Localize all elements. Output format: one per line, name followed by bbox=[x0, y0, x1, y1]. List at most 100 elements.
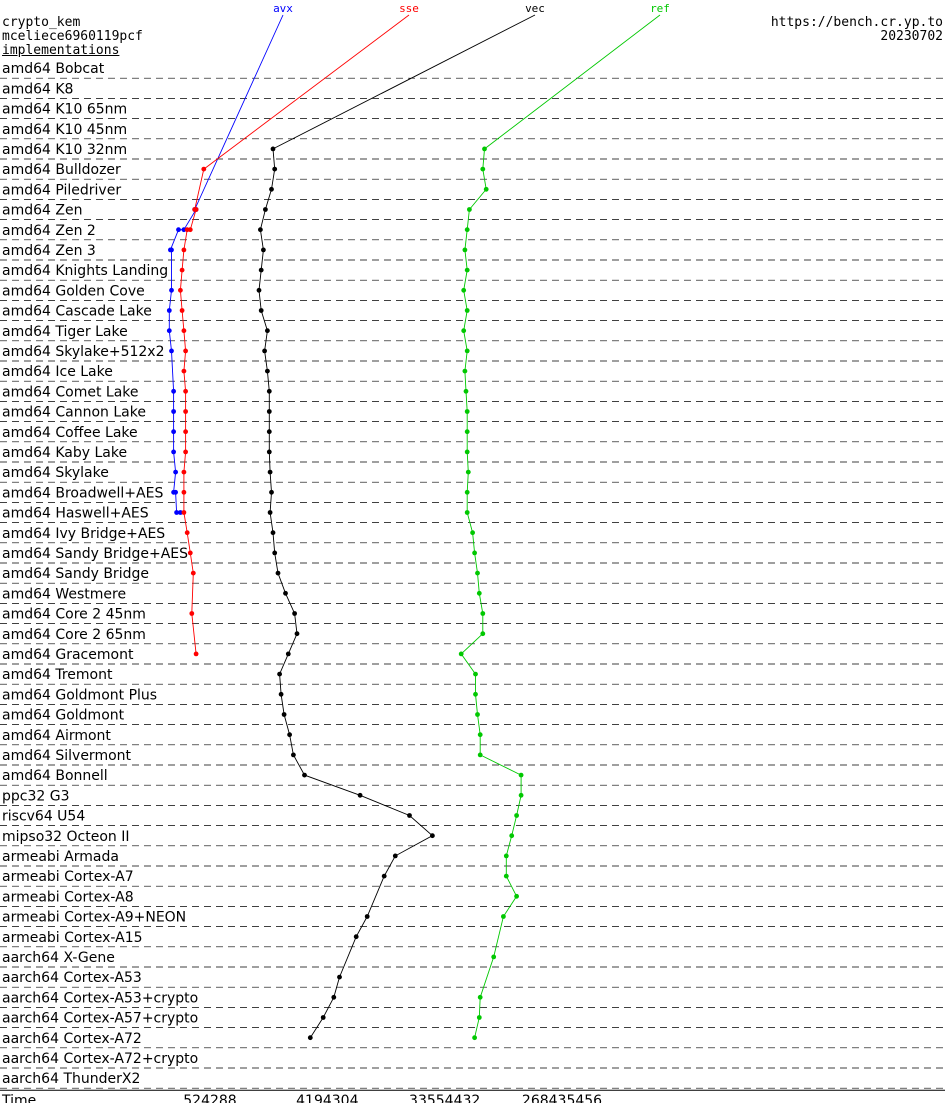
data-point-ref bbox=[514, 813, 519, 818]
implementation-name: mceliece6960119pcf bbox=[2, 29, 143, 44]
machine-label: amd64 K10 45nm bbox=[2, 122, 127, 138]
machine-label: amd64 Comet Lake bbox=[2, 384, 139, 400]
data-point-sse bbox=[181, 469, 187, 475]
data-point-ref bbox=[482, 146, 487, 152]
data-point-ref bbox=[503, 853, 509, 859]
machine-label: amd64 K10 32nm bbox=[2, 142, 127, 158]
data-point-ref bbox=[473, 691, 478, 697]
machine-label: amd64 Haswell+AES bbox=[2, 506, 149, 522]
data-point-vec bbox=[283, 590, 288, 596]
data-point-vec bbox=[267, 510, 273, 515]
data-point-vec bbox=[278, 691, 284, 697]
data-point-ref bbox=[464, 510, 470, 515]
machine-label: aarch64 ThunderX2 bbox=[2, 1071, 140, 1087]
machine-label: amd64 Cascade Lake bbox=[2, 304, 152, 320]
series-guide-sse bbox=[203, 14, 410, 170]
data-point-avx bbox=[171, 429, 177, 435]
data-point-avx bbox=[171, 388, 177, 394]
data-point-vec bbox=[281, 712, 287, 717]
machine-label: armeabi Cortex-A15 bbox=[2, 930, 143, 946]
data-point-vec bbox=[337, 974, 342, 980]
machine-label: amd64 Airmont bbox=[2, 728, 111, 744]
data-point-vec bbox=[258, 227, 263, 233]
data-point-sse bbox=[183, 348, 189, 354]
date-label: 20230702 bbox=[880, 29, 943, 44]
machine-label: armeabi Cortex-A9+NEON bbox=[2, 910, 186, 926]
data-point-vec bbox=[381, 873, 387, 879]
machine-label: mipso32 Octeon II bbox=[2, 829, 130, 845]
data-point-ref bbox=[483, 186, 489, 192]
data-point-vec bbox=[266, 429, 272, 435]
data-point-vec bbox=[266, 409, 272, 414]
data-point-ref bbox=[473, 671, 478, 677]
data-point-vec bbox=[262, 348, 267, 354]
data-point-vec bbox=[285, 651, 291, 657]
data-point-ref bbox=[509, 833, 515, 839]
data-point-sse bbox=[189, 611, 195, 616]
data-point-sse bbox=[183, 429, 189, 435]
data-point-ref bbox=[501, 914, 506, 919]
data-point-avx bbox=[178, 510, 183, 515]
data-point-vec bbox=[430, 833, 435, 839]
data-point-sse bbox=[181, 489, 187, 495]
machine-label: amd64 Bonnell bbox=[2, 768, 108, 784]
series-line-ref bbox=[460, 148, 522, 1038]
data-point-vec bbox=[291, 752, 296, 758]
machine-label: amd64 Ivy Bridge+AES bbox=[2, 526, 165, 542]
series-label-ref: ref bbox=[650, 2, 670, 15]
data-point-vec bbox=[392, 853, 398, 859]
data-point-vec bbox=[275, 570, 281, 576]
machine-label: amd64 Sandy Bridge+AES bbox=[2, 546, 188, 562]
machine-label: amd64 Knights Landing bbox=[2, 263, 168, 279]
x-tick-label: 268435456 bbox=[522, 1093, 602, 1103]
data-point-vec bbox=[320, 1015, 326, 1020]
machine-label: amd64 K10 65nm bbox=[2, 102, 127, 118]
data-point-sse bbox=[184, 227, 190, 233]
data-point-ref bbox=[480, 166, 486, 172]
data-point-vec bbox=[331, 994, 337, 1000]
data-point-vec bbox=[407, 813, 412, 818]
machine-label: armeabi Cortex-A8 bbox=[2, 889, 134, 905]
machine-label: amd64 Skylake+512x2 bbox=[2, 344, 164, 360]
data-point-ref bbox=[475, 570, 480, 576]
data-point-vec bbox=[357, 792, 363, 798]
machine-label: amd64 Gracemont bbox=[2, 647, 134, 663]
data-point-vec bbox=[263, 207, 268, 212]
data-point-sse bbox=[183, 388, 189, 394]
data-point-ref bbox=[491, 954, 497, 960]
x-axis-title: Time bbox=[1, 1093, 36, 1103]
machine-label: amd64 Sandy Bridge bbox=[2, 566, 149, 582]
data-point-sse bbox=[179, 308, 185, 313]
data-point-vec bbox=[364, 914, 370, 919]
data-point-ref bbox=[461, 287, 467, 293]
data-point-sse bbox=[181, 328, 187, 334]
machine-label: amd64 Goldmont bbox=[2, 708, 125, 724]
machine-label: amd64 Silvermont bbox=[2, 748, 132, 764]
data-point-sse bbox=[181, 247, 187, 253]
data-point-vec bbox=[294, 631, 300, 637]
implementations-link[interactable]: implementations bbox=[2, 43, 120, 58]
data-point-avx bbox=[171, 409, 177, 414]
data-point-ref bbox=[472, 550, 477, 556]
data-point-vec bbox=[277, 671, 282, 677]
machine-label: aarch64 Cortex-A53+crypto bbox=[2, 990, 198, 1006]
data-point-sse bbox=[193, 207, 199, 212]
data-point-ref bbox=[464, 449, 470, 455]
data-point-vec bbox=[258, 267, 264, 273]
data-point-avx bbox=[166, 308, 172, 313]
data-point-ref bbox=[464, 348, 470, 354]
data-point-vec bbox=[272, 166, 278, 172]
site-url[interactable]: https://bench.cr.yp.to bbox=[770, 15, 943, 30]
machine-label: amd64 Broadwell+AES bbox=[2, 485, 163, 501]
data-point-ref bbox=[461, 328, 467, 334]
data-point-ref bbox=[462, 247, 468, 253]
data-point-vec bbox=[353, 934, 359, 940]
machine-label: amd64 Zen bbox=[2, 203, 82, 219]
data-point-ref bbox=[477, 752, 483, 758]
data-point-avx bbox=[169, 348, 174, 354]
data-point-sse bbox=[201, 166, 207, 172]
machine-label: aarch64 Cortex-A53 bbox=[2, 970, 142, 986]
data-point-ref bbox=[467, 207, 472, 212]
data-point-sse bbox=[193, 651, 199, 657]
data-point-vec bbox=[307, 1035, 313, 1041]
